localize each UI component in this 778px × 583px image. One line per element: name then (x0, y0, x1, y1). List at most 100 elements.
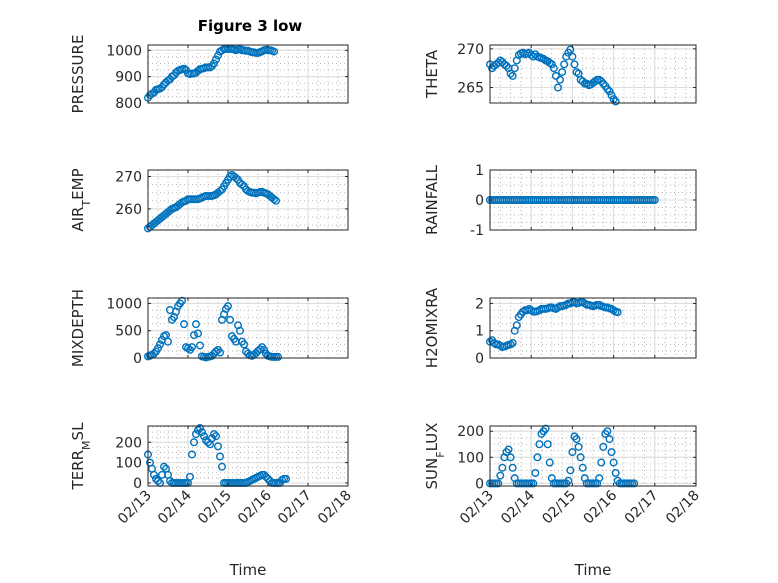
data-point (603, 85, 612, 94)
data-point (237, 180, 246, 189)
y-axis-label: RAINFALL (423, 164, 441, 235)
axes-frame (147, 44, 349, 104)
data-point (199, 432, 208, 441)
data-point (506, 453, 515, 462)
data-point (272, 196, 281, 205)
y-tick-label: 1000 (106, 43, 142, 59)
data-point (191, 320, 200, 329)
axes-frame (147, 169, 349, 231)
data-point (185, 472, 194, 481)
data-point (211, 347, 220, 356)
data-point (578, 463, 587, 472)
x-tick-label: 02/18 (663, 488, 703, 528)
data-point (187, 343, 196, 352)
data-point (213, 51, 222, 60)
y-tick-label: 270 (115, 169, 142, 185)
data-point (260, 345, 269, 354)
data-point (611, 97, 620, 106)
data-point (605, 435, 614, 444)
data-point (209, 59, 218, 68)
data-point (607, 448, 616, 457)
y-axis-label-main: TERR (69, 450, 87, 491)
data-point (189, 438, 198, 447)
data-point (574, 442, 583, 451)
x-tick-label: 02/18 (315, 488, 355, 528)
data-point (599, 79, 608, 88)
data-point (597, 77, 606, 86)
data-point (568, 448, 577, 457)
y-axis-label-subscript: M (80, 440, 93, 450)
data-point (260, 470, 269, 479)
data-point (225, 315, 234, 324)
data-point (213, 442, 222, 451)
data-point (570, 60, 579, 69)
data-point (498, 463, 507, 472)
x-tick-label: 02/17 (275, 488, 315, 528)
data-point (149, 470, 158, 479)
data-point (215, 348, 224, 357)
data-point (531, 468, 540, 477)
x-tick-label: 02/15 (539, 488, 579, 528)
x-tick-label: 02/14 (155, 487, 195, 527)
x-tick-label: 02/13 (115, 488, 155, 528)
data-point (193, 329, 202, 338)
y-axis-label-rest: EMP (69, 168, 87, 199)
data-point (613, 308, 622, 317)
y-tick-label: 0 (475, 351, 484, 367)
data-point (223, 302, 232, 311)
subplot-8: 0 100 200 02/13 02/14 02/15 02/16 02/17 02/18 SUN… (423, 423, 703, 579)
x-axis-label: Time (574, 561, 612, 579)
data-point (153, 476, 162, 485)
data-point (572, 435, 581, 444)
data-point (203, 438, 212, 447)
data-point (274, 352, 283, 361)
y-tick-label: 0 (475, 193, 484, 209)
data-point (209, 430, 218, 439)
data-point (494, 479, 503, 488)
y-axis-label: SUNFLUX (423, 423, 447, 490)
y-axis-label-subscript: T (80, 200, 93, 208)
data-point (207, 351, 216, 360)
data-point (177, 296, 186, 305)
data-point (595, 474, 604, 483)
y-tick-label: 260 (115, 202, 142, 218)
y-axis-label-main: SUN (423, 458, 441, 490)
x-axis-label: Time (229, 561, 267, 579)
y-tick-label: 500 (115, 324, 142, 340)
y-tick-label: 200 (457, 424, 484, 440)
x-tick-label: 02/13 (457, 488, 497, 528)
data-point (217, 462, 226, 471)
data-point (262, 472, 271, 481)
data-point (235, 326, 244, 335)
y-tick-label: 1000 (106, 296, 142, 312)
y-tick-label: 1 (475, 324, 484, 340)
data-point (597, 458, 606, 467)
x-tick-label: 02/17 (622, 488, 662, 528)
y-tick-label: 2 (475, 296, 484, 312)
data-point (189, 331, 198, 340)
data-point (207, 434, 216, 443)
data-point (149, 349, 158, 358)
y-axis-label: THETA (423, 49, 441, 99)
data-point (183, 344, 192, 353)
data-point (599, 442, 608, 451)
y-axis-label-rest: SL (69, 422, 87, 441)
subplot-5: 0 500 1000 MIXDEPTH (69, 289, 349, 367)
axes-frame (489, 297, 697, 359)
data-point (572, 68, 581, 77)
data-point (282, 474, 291, 483)
subplot-3: 260 270 AIRTEMP (69, 168, 349, 233)
data-point (179, 320, 188, 329)
data-point (607, 91, 616, 100)
x-tick-label: 02/15 (195, 488, 235, 528)
y-axis-label-subscript: F (434, 451, 447, 457)
data-point (566, 45, 575, 54)
subplot-6: 0 1 2 H2OMIXRA (423, 287, 697, 368)
data-point (556, 75, 565, 84)
y-tick-label: 100 (457, 450, 484, 466)
data-point (650, 195, 659, 204)
x-tick-label: 02/16 (581, 487, 621, 527)
x-tick-label: 02/16 (235, 487, 275, 527)
y-axis-label-main: AIR (69, 207, 87, 232)
data-point (256, 345, 265, 354)
